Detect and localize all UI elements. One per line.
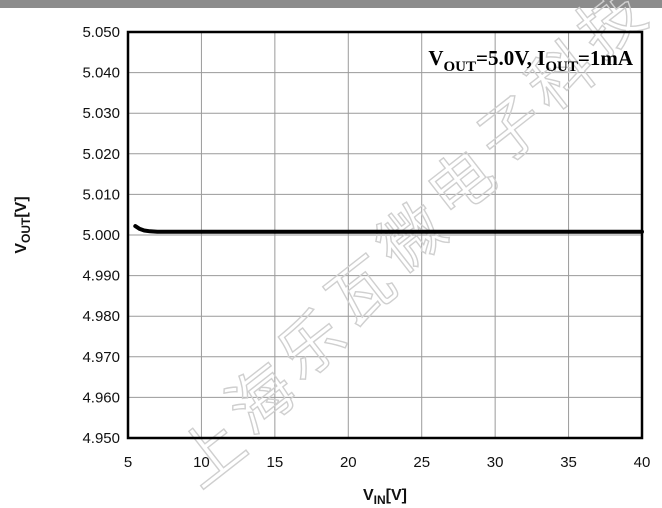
y-tick-label-5.010: 5.010 [82, 186, 120, 203]
x-tick-label-30: 30 [487, 454, 504, 471]
x-axis-title: VIN[V] [363, 487, 407, 507]
y-tick-label-4.970: 4.970 [82, 349, 120, 366]
plot-area-frame [126, 30, 644, 440]
y-tick-label-5.030: 5.030 [82, 105, 120, 122]
y-tick-label-5.040: 5.040 [82, 65, 120, 82]
x-tick-label-15: 15 [267, 454, 284, 471]
y-tick-label-4.960: 4.960 [82, 389, 120, 406]
y-tick-label-4.950: 4.950 [82, 430, 120, 447]
top-border-bar [0, 0, 662, 8]
y-tick-label-5.050: 5.050 [82, 24, 120, 41]
y-tick-labels: 5.050 5.040 5.030 5.020 5.010 5.000 4.990 4.980… [82, 24, 120, 447]
x-tick-label-20: 20 [340, 454, 357, 471]
series-group [133, 224, 644, 234]
grid-lines [128, 32, 642, 438]
x-tick-labels: 5 10 15 20 25 30 35 40 [124, 454, 651, 471]
y-tick-label-4.980: 4.980 [82, 308, 120, 325]
x-tick-label-5: 5 [124, 454, 132, 471]
x-tick-label-35: 35 [560, 454, 577, 471]
y-tick-label-5.020: 5.020 [82, 146, 120, 163]
y-tick-label-5.000: 5.000 [82, 227, 120, 244]
y-tick-label-4.990: 4.990 [82, 268, 120, 285]
x-tick-label-10: 10 [193, 454, 210, 471]
chart-annotation: VOUT=5.0V, IOUT=1mA [428, 46, 634, 75]
series-line-0 [133, 224, 644, 234]
x-tick-label-40: 40 [634, 454, 651, 471]
y-axis-title: VOUT[V] [13, 196, 33, 253]
x-tick-label-25: 25 [413, 454, 430, 471]
